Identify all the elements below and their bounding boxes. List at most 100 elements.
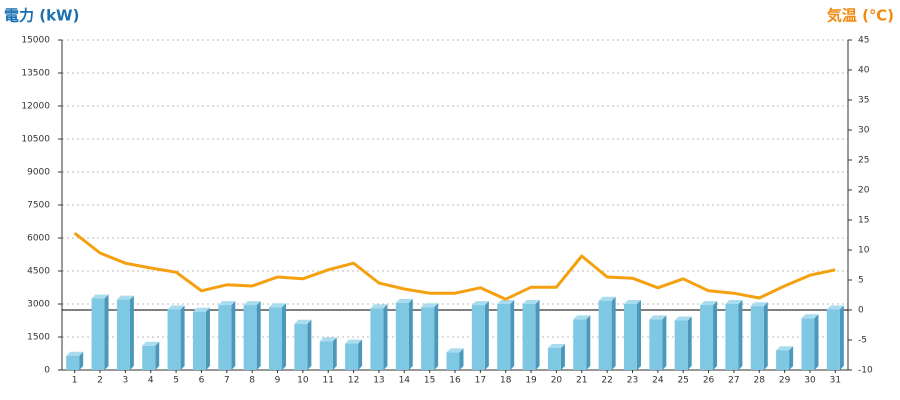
- bar-face: [789, 346, 794, 370]
- bar-face: [91, 294, 109, 299]
- bar: [725, 300, 743, 370]
- x-tick-label: 11: [322, 376, 333, 386]
- bar-face: [801, 314, 819, 319]
- bar: [218, 301, 236, 370]
- bar-face: [269, 307, 283, 370]
- bar: [192, 307, 210, 370]
- y2-tick-label: 30: [858, 126, 870, 136]
- x-tick-label: 14: [399, 376, 411, 386]
- bar-face: [446, 352, 460, 370]
- bar: [116, 295, 134, 370]
- bar-face: [421, 307, 435, 370]
- bar-face: [497, 304, 511, 370]
- bar-face: [801, 318, 815, 370]
- y-tick-label: 12000: [21, 102, 50, 112]
- bar: [294, 319, 312, 370]
- y-axis-title: 電力 (kW): [4, 7, 79, 25]
- y-tick-label: 0: [44, 366, 50, 376]
- x-tick-label: 27: [728, 376, 739, 386]
- bar-face: [358, 339, 363, 370]
- bar-face: [192, 311, 206, 370]
- bar-face: [243, 301, 261, 306]
- bar-face: [66, 351, 84, 356]
- bar-face: [408, 298, 413, 370]
- bar-face: [243, 305, 257, 370]
- bar-face: [446, 348, 464, 353]
- bar-face: [814, 314, 819, 370]
- bar-face: [129, 295, 134, 370]
- bar-face: [471, 305, 485, 370]
- bar-face: [484, 301, 489, 370]
- bar: [623, 300, 641, 370]
- bar-face: [319, 337, 337, 342]
- bar-face: [142, 341, 160, 346]
- bar-face: [395, 302, 409, 370]
- x-tick-label: 20: [551, 376, 563, 386]
- bar-face: [116, 295, 134, 300]
- bar-face: [395, 298, 413, 303]
- bar: [91, 294, 109, 370]
- y2-tick-label: 40: [858, 66, 870, 76]
- bar-face: [649, 315, 667, 320]
- bar-face: [611, 296, 616, 370]
- bar: [522, 300, 540, 370]
- bar-face: [269, 303, 287, 308]
- y2-tick-label: 45: [858, 36, 869, 46]
- x-tick-label: 5: [173, 376, 179, 386]
- x-tick-label: 26: [703, 376, 715, 386]
- x-tick-label: 28: [754, 376, 766, 386]
- y2-tick-label: 15: [858, 216, 869, 226]
- x-tick-label: 19: [525, 376, 537, 386]
- bar-face: [256, 301, 261, 370]
- bar-face: [231, 301, 236, 370]
- x-tick-label: 6: [199, 376, 205, 386]
- bar-face: [180, 305, 185, 370]
- bar-face: [674, 320, 688, 370]
- bar-face: [725, 300, 743, 304]
- y-tick-label: 6000: [27, 234, 50, 244]
- bar-face: [332, 337, 337, 370]
- bar-face: [547, 344, 565, 348]
- bar-face: [826, 309, 840, 370]
- bar-face: [674, 316, 692, 321]
- bar-face: [776, 350, 790, 370]
- x-tick-label: 10: [297, 376, 309, 386]
- x-tick-label: 31: [830, 376, 841, 386]
- bar-face: [738, 300, 743, 370]
- y-tick-label: 3000: [27, 300, 50, 310]
- x-tick-label: 9: [275, 376, 281, 386]
- y2-tick-label: -5: [858, 336, 867, 346]
- x-tick-label: 21: [576, 376, 587, 386]
- bar-face: [471, 301, 489, 306]
- bar-face: [573, 319, 587, 370]
- bar: [345, 339, 363, 370]
- bar: [801, 314, 819, 370]
- bar-face: [573, 315, 591, 320]
- x-tick-label: 8: [249, 376, 255, 386]
- bar-face: [700, 305, 714, 370]
- bar-face: [623, 300, 641, 304]
- bar-face: [750, 306, 764, 370]
- bar-face: [294, 319, 312, 324]
- bar-face: [167, 309, 181, 370]
- bar-face: [510, 300, 515, 370]
- bar: [674, 316, 692, 370]
- y-tick-label: 15000: [21, 36, 50, 46]
- bar-face: [725, 304, 739, 370]
- bar: [750, 302, 768, 370]
- x-tick-label: 24: [652, 376, 664, 386]
- bar-face: [522, 304, 536, 370]
- bar-face: [218, 301, 236, 306]
- bar: [167, 305, 185, 370]
- bar: [66, 351, 84, 370]
- bar: [649, 315, 667, 370]
- bar-face: [155, 341, 160, 370]
- y2-tick-label: 5: [858, 276, 864, 286]
- bar: [370, 304, 388, 370]
- y2-tick-label: 35: [858, 96, 869, 106]
- bar: [395, 298, 413, 370]
- bar-face: [307, 319, 312, 370]
- bar-face: [826, 305, 844, 310]
- bar-face: [421, 303, 439, 308]
- bar-face: [839, 305, 844, 370]
